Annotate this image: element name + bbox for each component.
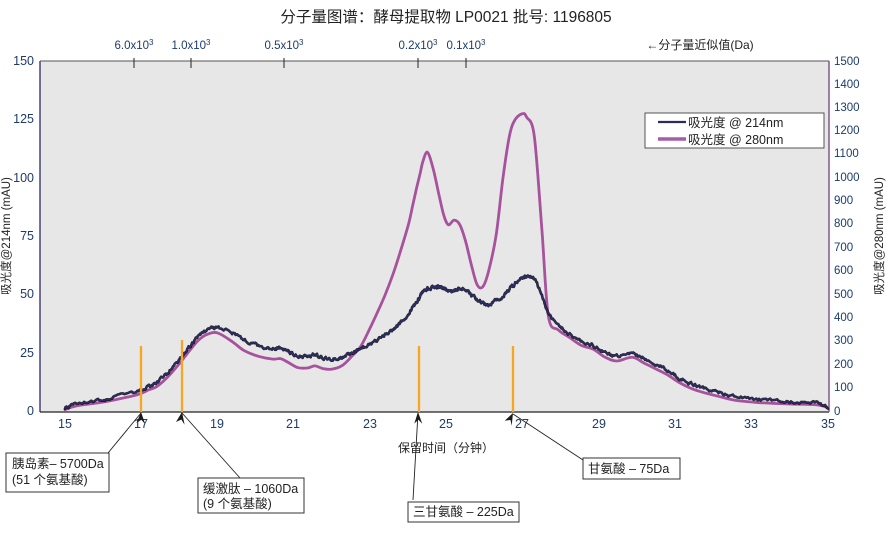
svg-text:31: 31 [668, 417, 682, 431]
svg-text:50: 50 [20, 287, 34, 301]
svg-text:200: 200 [834, 359, 853, 371]
svg-text:900: 900 [834, 195, 853, 207]
svg-text:0.5x103: 0.5x103 [265, 38, 305, 53]
svg-text:分子量图谱：酵母提取物 LP0021 批号: 119680: 分子量图谱：酵母提取物 LP0021 批号: 1196805 [280, 8, 611, 26]
svg-text:1400: 1400 [834, 79, 860, 91]
svg-text:600: 600 [834, 265, 853, 277]
svg-text:0.1x103: 0.1x103 [447, 38, 487, 53]
svg-text:27: 27 [515, 417, 529, 431]
svg-text:25: 25 [439, 417, 453, 431]
svg-text:15: 15 [58, 417, 72, 431]
svg-text:800: 800 [834, 218, 853, 230]
svg-text:300: 300 [834, 335, 853, 347]
svg-text:0: 0 [834, 406, 840, 418]
svg-text:1000: 1000 [834, 172, 860, 184]
svg-text:胰岛素– 5700Da: 胰岛素– 5700Da [12, 456, 104, 471]
svg-text:(51 个氨基酸): (51 个氨基酸) [12, 472, 88, 487]
svg-text:1500: 1500 [834, 56, 860, 68]
svg-text:三甘氨酸 – 225Da: 三甘氨酸 – 225Da [413, 504, 514, 519]
svg-text:(9 个氨基酸): (9 个氨基酸) [203, 496, 272, 511]
svg-text:19: 19 [210, 417, 224, 431]
svg-text:29: 29 [592, 417, 606, 431]
svg-text:75: 75 [20, 229, 34, 243]
svg-text:吸光度@214nm (mAU): 吸光度@214nm (mAU) [0, 177, 13, 295]
svg-text:400: 400 [834, 312, 853, 324]
svg-text:1100: 1100 [834, 148, 859, 160]
svg-text:1300: 1300 [834, 102, 860, 114]
svg-text:500: 500 [834, 289, 853, 301]
svg-text:700: 700 [834, 242, 853, 254]
svg-text:吸光度 @ 280nm: 吸光度 @ 280nm [688, 132, 783, 147]
svg-text:25: 25 [20, 346, 34, 360]
svg-text:吸光度 @ 214nm: 吸光度 @ 214nm [688, 115, 783, 130]
svg-text:保留时间（分钟）: 保留时间（分钟） [398, 440, 494, 455]
svg-text:33: 33 [744, 417, 758, 431]
svg-text:35: 35 [821, 417, 835, 431]
svg-text:甘氨酸 – 75Da: 甘氨酸 – 75Da [588, 461, 669, 476]
svg-text:6.0x103: 6.0x103 [115, 38, 155, 53]
svg-text:0.2x103: 0.2x103 [399, 38, 439, 53]
svg-text:100: 100 [13, 171, 34, 185]
svg-text:缓激肽 – 1060Da: 缓激肽 – 1060Da [203, 481, 298, 496]
svg-text:125: 125 [13, 112, 34, 126]
svg-text:150: 150 [13, 54, 34, 68]
svg-text:21: 21 [286, 417, 300, 431]
svg-text:吸光度@280nm (mAU): 吸光度@280nm (mAU) [872, 177, 886, 295]
svg-text:←分子量近似值(Da): ←分子量近似值(Da) [646, 37, 753, 52]
svg-text:23: 23 [363, 417, 377, 431]
svg-text:1200: 1200 [834, 125, 860, 137]
svg-text:1.0x103: 1.0x103 [172, 38, 212, 53]
svg-text:0: 0 [27, 404, 34, 418]
svg-text:100: 100 [834, 382, 853, 394]
